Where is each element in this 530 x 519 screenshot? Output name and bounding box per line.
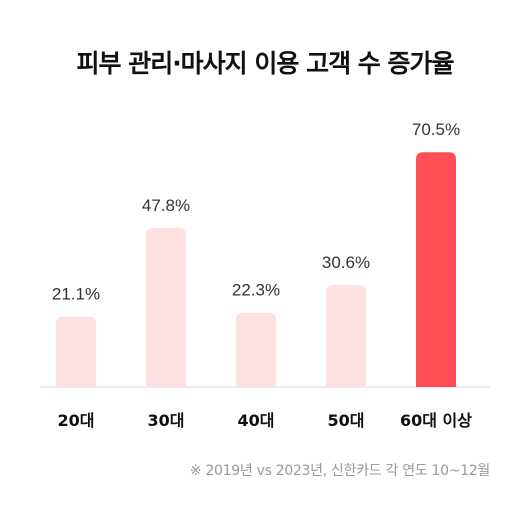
value-label-1: 21.1% bbox=[52, 285, 100, 304]
source-footnote: ※ 2019년 vs 2023년, 신한카드 각 연도 10~12월 bbox=[189, 463, 490, 479]
category-labels-group: 20대 30대 40대 50대 60대 이상 bbox=[58, 411, 473, 430]
value-label-3: 22.3% bbox=[232, 281, 280, 300]
value-label-4: 30.6% bbox=[322, 253, 370, 272]
bars-group bbox=[56, 152, 456, 387]
category-label-4: 50대 bbox=[328, 411, 365, 430]
chart-title: 피부 관리·마사지 이용 고객 수 증가율 bbox=[76, 49, 454, 78]
category-label-3: 40대 bbox=[238, 411, 275, 430]
category-label-2: 30대 bbox=[148, 411, 185, 430]
value-label-5: 70.5% bbox=[412, 120, 460, 139]
category-label-5: 60대 이상 bbox=[400, 411, 472, 430]
category-label-1: 20대 bbox=[58, 411, 95, 430]
bar-1 bbox=[56, 316, 96, 387]
bar-2 bbox=[146, 227, 186, 387]
bar-5 bbox=[416, 152, 456, 387]
value-label-2: 47.8% bbox=[142, 196, 190, 215]
bar-3 bbox=[236, 312, 276, 387]
bar-4 bbox=[326, 285, 366, 387]
value-labels-group: 21.1% 47.8% 22.3% 30.6% 70.5% bbox=[52, 120, 460, 304]
